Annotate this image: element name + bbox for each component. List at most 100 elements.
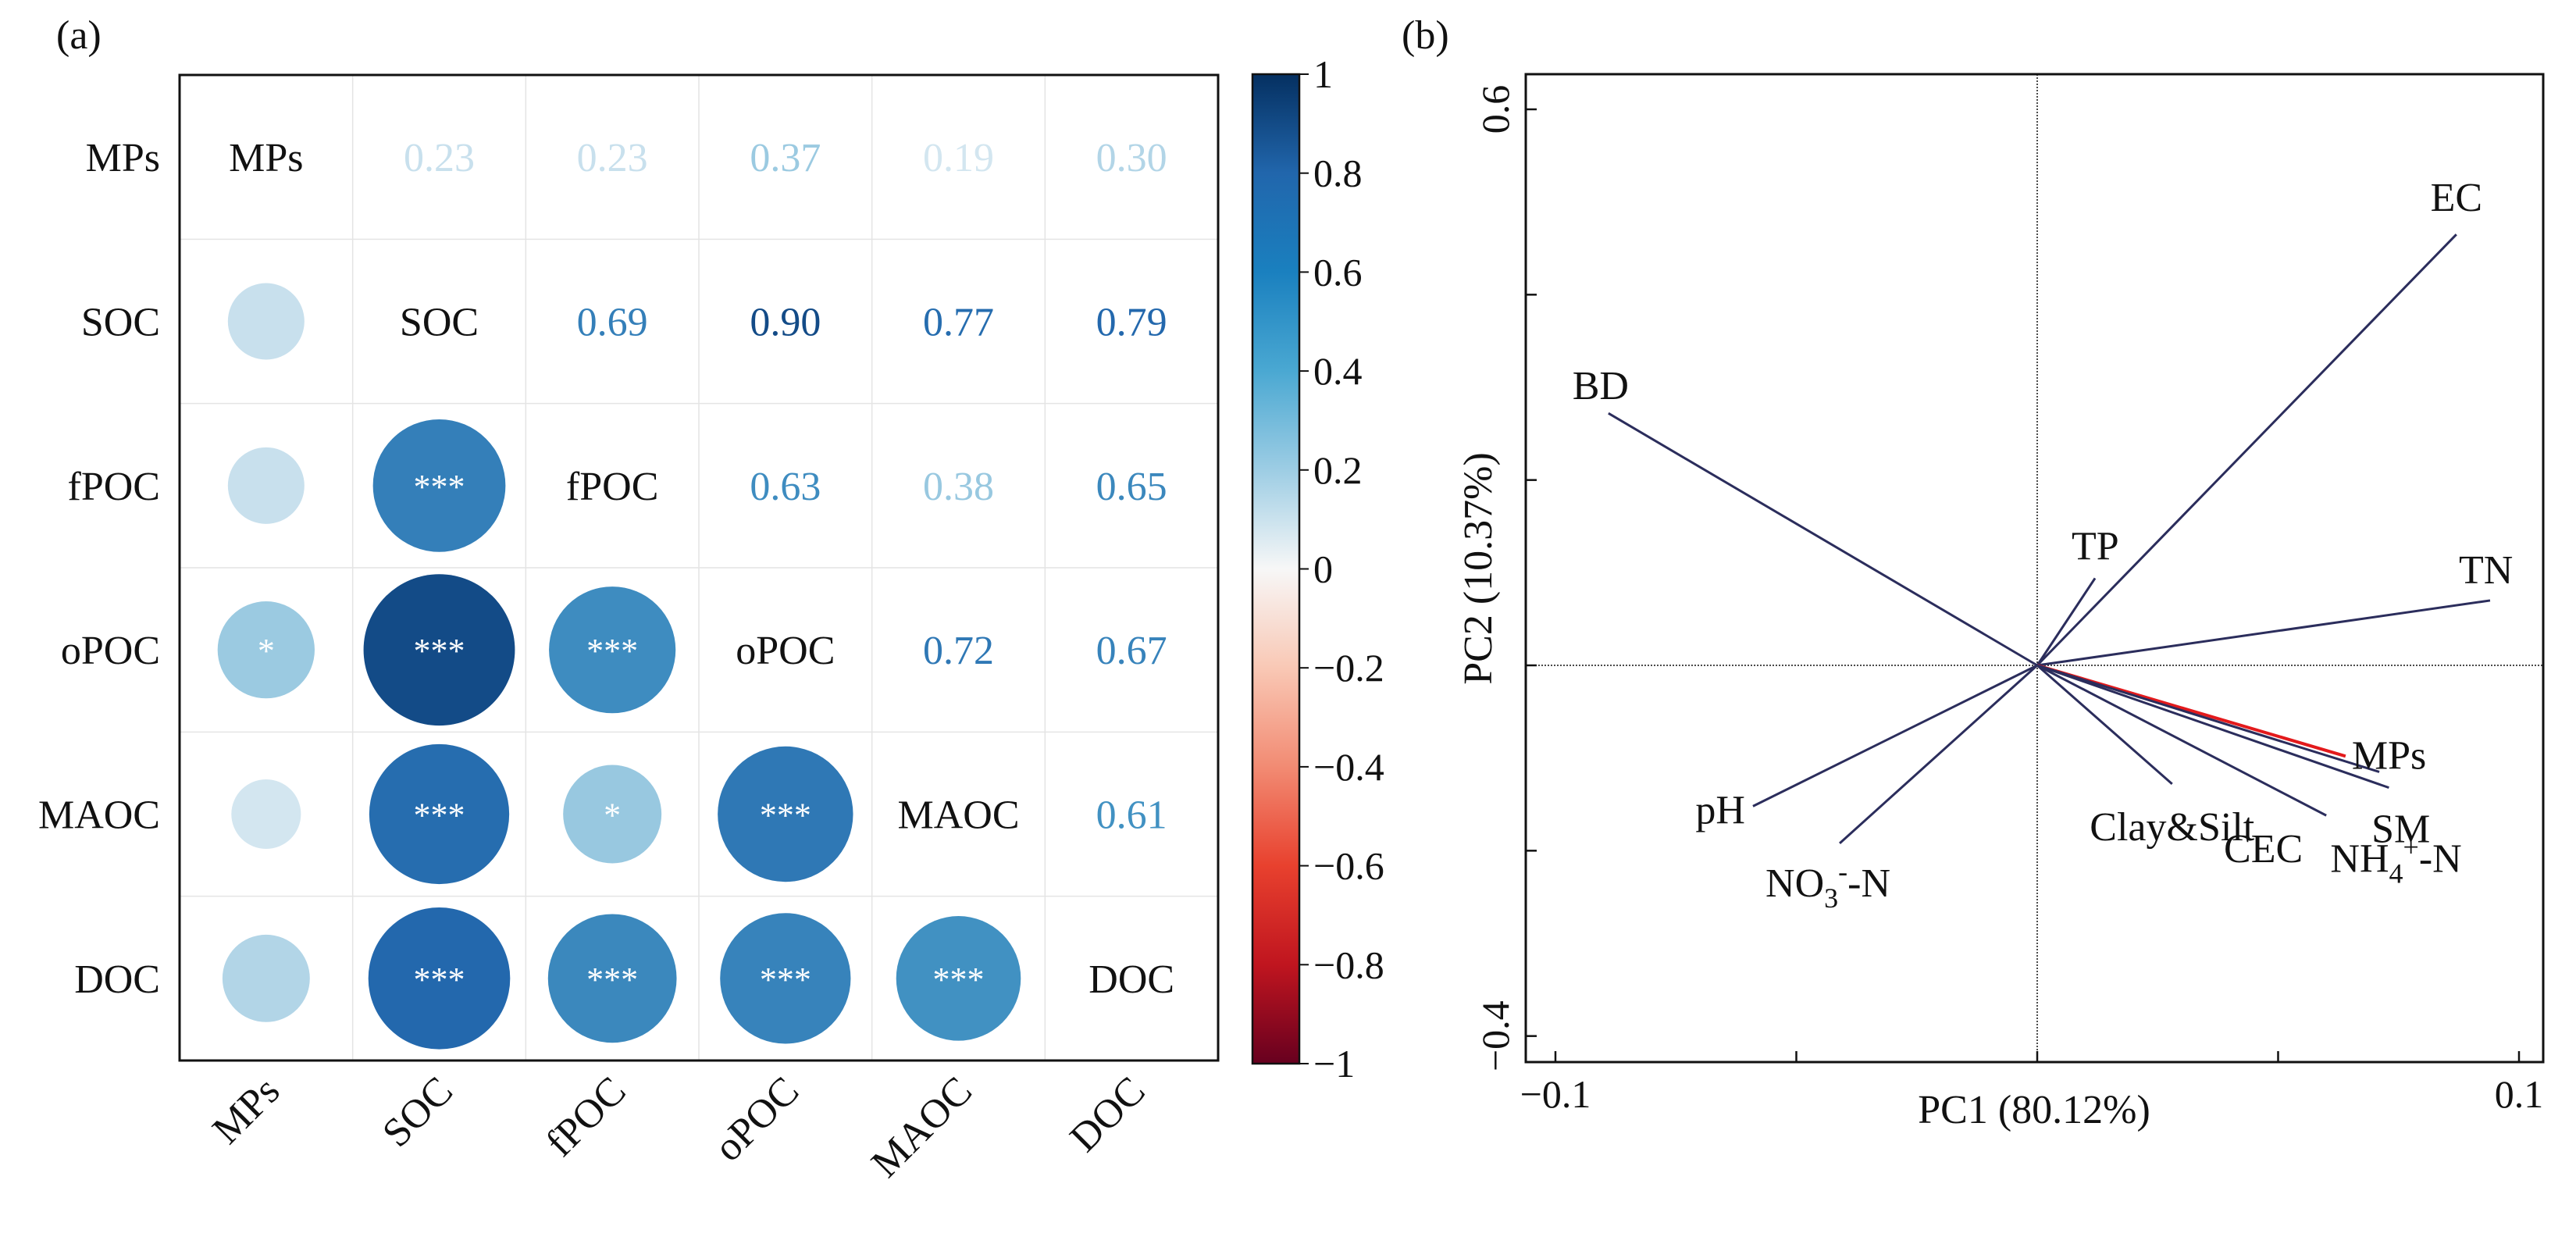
column-label: SOC: [374, 1068, 461, 1156]
y-axis-label: PC2 (10.37%): [1456, 452, 1501, 685]
vector-no3n: [1839, 664, 2039, 844]
diagonal-label: DOC: [1088, 957, 1174, 1002]
heatmap-cells: MPs 0.23 0.23 0.37 0.19 0.30 SOC 0.69 0.90 0.77 0.…: [217, 136, 1174, 1050]
correlation-circle: [227, 283, 305, 360]
vector-label: pH: [1695, 788, 1745, 832]
correlation-circle: [718, 746, 853, 882]
vector-label: TN: [2459, 548, 2513, 593]
vector-claysilt: [2036, 664, 2173, 786]
correlation-value: 0.90: [750, 301, 821, 345]
y-tick-label: −0.4: [1473, 1000, 1517, 1071]
diagonal-label: oPOC: [736, 629, 835, 673]
correlation-value: 0.79: [1096, 301, 1167, 345]
correlation-circle: [896, 916, 1021, 1041]
correlation-circle: [563, 765, 662, 864]
row-label: SOC: [81, 301, 160, 345]
vector-bd: [1608, 412, 2038, 667]
correlation-circle: [549, 586, 676, 714]
correlation-heatmap: MPs SOC fPOC oPOC MAOC DOC MPs SOC fPOC oPOC MAOC…: [38, 73, 1220, 1186]
significance-stars: ***: [760, 961, 811, 999]
colorbar-tick-label: 0.6: [1313, 250, 1363, 294]
vector-label: MPs: [2352, 733, 2426, 778]
significance-stars: *: [604, 797, 621, 835]
heatmap-grid: [180, 75, 1218, 1061]
vector-tp: [2036, 577, 2097, 666]
correlation-circle: [363, 574, 515, 726]
vector-nh4n: [2036, 664, 2389, 790]
x-tick-label: −0.1: [1520, 1072, 1591, 1116]
correlation-value: 0.63: [750, 465, 821, 509]
column-labels: MPs SOC fPOC oPOC MAOC DOC: [205, 1068, 1154, 1186]
correlation-value: 0.19: [923, 136, 994, 180]
vector-tn: [2036, 599, 2491, 667]
significance-stars: ***: [414, 961, 465, 999]
vector-label: Clay&Silt: [2090, 805, 2254, 850]
column-label: MAOC: [863, 1068, 981, 1186]
colorbar-tick-label: 0.4: [1313, 349, 1363, 393]
y-tick-label: 0.6: [1473, 85, 1517, 134]
colorbar: 1 0.8 0.6 0.4 0.2 0 −0.2 −0.4 −0.6 −0.8 −1: [1251, 52, 1384, 1085]
panel-b-label: (b): [1402, 13, 1449, 58]
heatmap-frame: [178, 73, 1220, 1062]
vector-label: CEC: [2224, 827, 2303, 872]
column-label: oPOC: [706, 1068, 807, 1170]
biplot-frame: [1524, 73, 2545, 1064]
colorbar-tick-label: −1: [1313, 1042, 1355, 1085]
vector-ec: [2036, 233, 2457, 667]
correlation-circle: [217, 601, 315, 699]
column-label: MPs: [205, 1068, 289, 1153]
correlation-value: 0.65: [1096, 465, 1167, 509]
correlation-circle: [227, 447, 305, 524]
x-axis-label: PC1 (80.12%): [1918, 1088, 2150, 1132]
significance-stars: ***: [933, 961, 985, 999]
vector-ph: [1752, 664, 2038, 807]
row-label: oPOC: [61, 629, 160, 673]
vector-label: NO3--N: [1765, 856, 1890, 914]
correlation-value: 0.77: [923, 301, 994, 345]
correlation-value: 0.30: [1096, 136, 1167, 180]
colorbar-tick-label: −0.4: [1313, 745, 1384, 789]
row-labels: MPs SOC fPOC oPOC MAOC DOC: [38, 136, 160, 1002]
correlation-circle: [372, 419, 506, 552]
significance-stars: ***: [414, 797, 465, 835]
colorbar-tick-label: −0.2: [1313, 646, 1384, 690]
correlation-circle: [547, 914, 677, 1043]
correlation-circle: [231, 779, 301, 850]
vector-label: BD: [1573, 364, 1629, 408]
row-label: MPs: [86, 136, 160, 180]
diagonal-label: fPOC: [566, 465, 658, 509]
vector-label: TP: [2072, 524, 2119, 569]
correlation-value: 0.23: [404, 136, 475, 180]
vector-label: EC: [2431, 176, 2482, 220]
colorbar-tick-label: 0.8: [1313, 152, 1363, 195]
diagonal-label: SOC: [400, 301, 479, 345]
biplot-ticks: −0.1 0.1 0.6 −0.4: [1473, 85, 2543, 1116]
column-label: fPOC: [538, 1068, 635, 1165]
panel-a-label: (a): [56, 13, 102, 58]
correlation-value: 0.69: [577, 301, 648, 345]
colorbar-tick-label: −0.6: [1313, 844, 1384, 888]
correlation-circle: [720, 913, 851, 1044]
colorbar-ticks: 1 0.8 0.6 0.4 0.2 0 −0.2 −0.4 −0.6 −0.8 −1: [1299, 52, 1384, 1085]
diagonal-label: MPs: [229, 136, 303, 180]
correlation-circle: [368, 907, 511, 1050]
loading-vectors: [1608, 233, 2491, 844]
correlation-value: 0.72: [923, 629, 994, 673]
column-label: DOC: [1062, 1068, 1154, 1160]
row-label: MAOC: [38, 793, 160, 838]
correlation-value: 0.38: [923, 465, 994, 509]
vector-sm: [2036, 664, 2380, 773]
significance-stars: ***: [760, 797, 811, 835]
vector-cec: [2036, 664, 2327, 817]
correlation-value: 0.23: [577, 136, 648, 180]
vector-label: SM: [2371, 807, 2430, 851]
correlation-value: 0.37: [750, 136, 821, 180]
significance-stars: *: [258, 632, 275, 670]
correlation-value: 0.61: [1096, 793, 1167, 838]
colorbar-gradient: [1251, 73, 1301, 1065]
correlation-circle: [222, 934, 310, 1022]
vector-label: NH4+-N: [2330, 832, 2461, 889]
